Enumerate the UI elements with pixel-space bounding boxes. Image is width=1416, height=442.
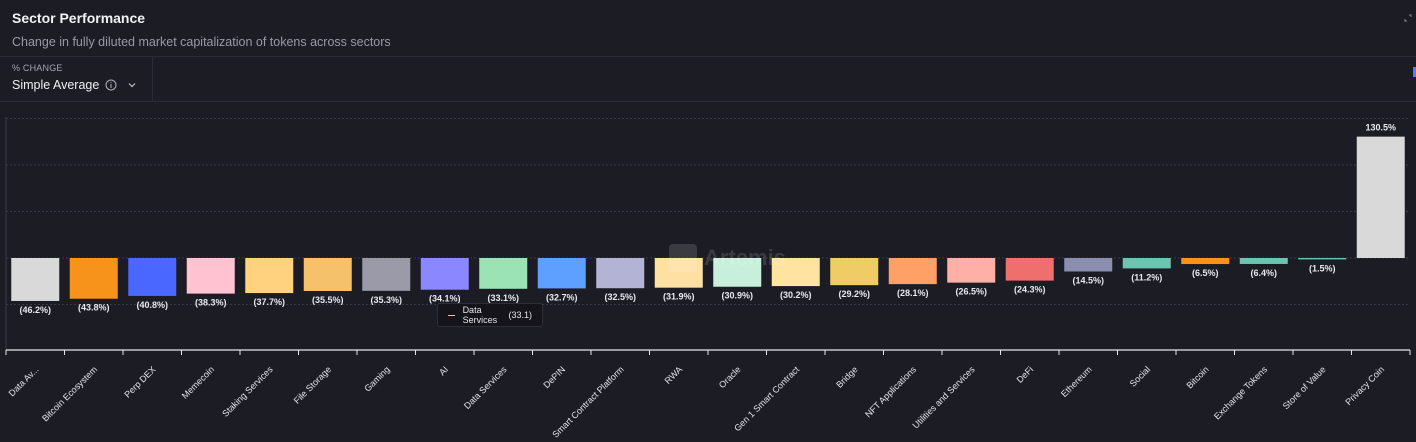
bar xyxy=(479,258,528,289)
data-label: (31.9%) xyxy=(663,292,695,302)
bar xyxy=(1181,258,1230,265)
data-label: (14.5%) xyxy=(1072,275,1104,285)
chart-header: Sector Performance Change in fully dilut… xyxy=(12,10,391,49)
x-tick-label: Ethereum xyxy=(1059,364,1094,399)
side-panel-marker xyxy=(1413,67,1416,77)
data-label: (32.7%) xyxy=(546,292,578,302)
bar xyxy=(537,258,586,289)
data-label: (46.2%) xyxy=(19,305,51,315)
x-tick-label: Utilities and Services xyxy=(911,364,977,430)
data-label: (35.5%) xyxy=(312,295,344,305)
bar xyxy=(771,258,820,287)
x-tick-label: NFT Applications xyxy=(863,364,918,419)
bar xyxy=(713,258,762,287)
data-label: (6.5%) xyxy=(1192,268,1219,278)
data-label: (28.1%) xyxy=(897,288,929,298)
change-mode-dropdown[interactable]: % CHANGE Simple Average xyxy=(12,63,152,97)
watermark: Artemis xyxy=(668,243,786,273)
bar xyxy=(1298,258,1347,260)
data-label: (37.7%) xyxy=(253,297,285,307)
bar xyxy=(947,258,996,283)
bar xyxy=(1064,258,1113,272)
expand-icon[interactable] xyxy=(1404,14,1412,22)
x-tick-label: Bitcoin xyxy=(1184,364,1210,390)
x-tick-label: File Storage xyxy=(292,364,333,405)
x-tick-label: Exchange Tokens xyxy=(1212,364,1270,422)
data-label: (6.4%) xyxy=(1250,268,1277,278)
bar xyxy=(1239,258,1288,264)
x-tick-label: Bridge xyxy=(834,364,859,389)
tooltip-swatch xyxy=(448,314,455,316)
data-label: 130.5% xyxy=(1365,123,1396,133)
bar xyxy=(596,258,645,289)
data-label: (26.5%) xyxy=(955,287,987,297)
chart-title: Sector Performance xyxy=(12,10,146,26)
data-label: (40.8%) xyxy=(136,300,168,310)
data-label: (30.9%) xyxy=(721,291,753,301)
chevron-down-icon xyxy=(128,83,136,88)
x-tick-label: Staking Services xyxy=(220,364,275,419)
bar xyxy=(1005,258,1054,281)
data-label: (34.1%) xyxy=(429,294,461,304)
bar xyxy=(654,258,703,288)
x-tick-label: Bitcoin Ecosystem xyxy=(40,364,99,423)
change-mode-caption: % CHANGE xyxy=(12,63,63,73)
bar xyxy=(362,258,411,291)
x-tick-label: Gaming xyxy=(362,364,391,393)
x-tick-label: Data Services xyxy=(462,364,509,411)
x-tick-label: Perp DEX xyxy=(122,364,157,399)
sector-bar-chart: (46.2%) Data Av... (43.8%) Bitcoin Ecosyste… xyxy=(5,117,1411,440)
x-tick-label: Social xyxy=(1128,364,1152,388)
bar xyxy=(888,258,937,285)
data-label: (32.5%) xyxy=(604,292,636,302)
bar xyxy=(1356,136,1405,258)
bar xyxy=(303,258,352,292)
data-label: (24.3%) xyxy=(1014,285,1046,295)
data-label: (33.1%) xyxy=(487,293,519,303)
bar xyxy=(245,258,294,294)
data-label: (35.3%) xyxy=(370,295,402,305)
x-tick-label: Gen 1 Smart Contract xyxy=(732,364,801,433)
bar xyxy=(1122,258,1171,269)
info-icon[interactable] xyxy=(105,79,117,91)
watermark-text: Artemis xyxy=(704,245,786,270)
data-label: (11.2%) xyxy=(1131,272,1162,282)
tooltip: Data Services (33.1) xyxy=(437,303,543,327)
change-mode-value: Simple Average xyxy=(12,78,100,92)
x-tick-label: Store of Value xyxy=(1281,364,1328,411)
bar xyxy=(420,258,469,290)
bar xyxy=(128,258,177,296)
chart-subtitle: Change in fully diluted market capitaliz… xyxy=(12,35,391,49)
chart-controls: % CHANGE Simple Average xyxy=(0,56,1416,102)
x-tick-label: Data Av... xyxy=(7,364,41,398)
data-label: (38.3%) xyxy=(195,298,227,308)
x-tick-label: Privacy Coin xyxy=(1343,364,1386,407)
data-label: (43.8%) xyxy=(78,303,110,313)
bar xyxy=(830,258,879,286)
tooltip-value: (33.1) xyxy=(508,310,532,320)
bar xyxy=(186,258,235,294)
controls-divider xyxy=(152,57,153,101)
data-label: (29.2%) xyxy=(838,289,870,299)
data-label: (1.5%) xyxy=(1309,263,1336,273)
x-tick-label: DeFi xyxy=(1015,364,1036,385)
x-tick-label: RWA xyxy=(663,364,685,386)
x-tick-label: AI xyxy=(437,364,450,377)
data-label: (30.2%) xyxy=(780,290,812,300)
x-tick-label: DePIN xyxy=(541,364,567,390)
artemis-logo-icon xyxy=(669,244,697,272)
tooltip-label: Data Services xyxy=(462,305,498,325)
bar xyxy=(11,258,60,301)
x-tick-label: Memecoin xyxy=(180,364,216,400)
bar xyxy=(69,258,118,299)
x-tick-label: Oracle xyxy=(717,364,743,390)
